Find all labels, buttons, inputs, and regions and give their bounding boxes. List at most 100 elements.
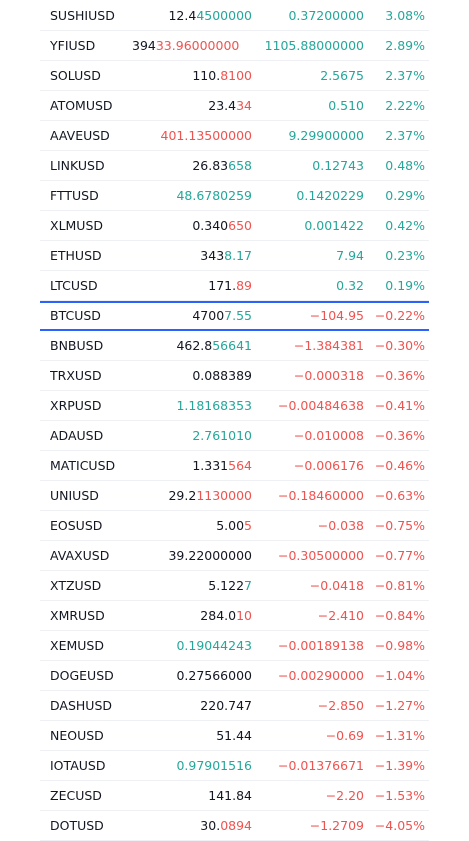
change-percent: −1.53% <box>374 788 425 803</box>
price: 171.89 <box>132 271 252 300</box>
watchlist-row[interactable]: IOTAUSD 0.97901516 −0.01376671 −1.39% <box>40 751 429 781</box>
change-percent: −1.31% <box>374 728 425 743</box>
symbol: DOGEUSD <box>50 668 114 683</box>
watchlist-row[interactable]: DASHUSD 220.747 −2.850 −1.27% <box>40 691 429 721</box>
price: 2.761010 <box>132 421 252 450</box>
watchlist-row[interactable]: ZECUSD 141.84 −2.20 −1.53% <box>40 781 429 811</box>
watchlist-row[interactable]: XTZUSD 5.1227 −0.0418 −0.81% <box>40 571 429 601</box>
watchlist-row[interactable]: SUSHIUSD 12.44500000 0.37200000 3.08% <box>40 1 429 31</box>
watchlist-row[interactable]: DOGEUSD 0.27566000 −0.00290000 −1.04% <box>40 661 429 691</box>
change-percent: 0.19% <box>385 278 425 293</box>
change-percent: −0.30% <box>374 338 425 353</box>
watchlist-row[interactable]: FTTUSD 48.6780259 0.1420229 0.29% <box>40 181 429 211</box>
watchlist-row[interactable]: XEMUSD 0.19044243 −0.00189138 −0.98% <box>40 631 429 661</box>
watchlist-row[interactable]: UNIUSD 29.21130000 −0.18460000 −0.63% <box>40 481 429 511</box>
price-part: 8100 <box>220 68 252 83</box>
watchlist-row[interactable]: XMRUSD 284.010 −2.410 −0.84% <box>40 601 429 631</box>
symbol: ETHUSD <box>50 248 102 263</box>
watchlist-row[interactable]: TRXUSD 0.088389 −0.000318 −0.36% <box>40 361 429 391</box>
price-part: 51.44 <box>216 728 252 743</box>
watchlist-row[interactable]: XRPUSD 1.18168353 −0.00484638 −0.41% <box>40 391 429 421</box>
watchlist-row[interactable]: YFIUSD 39433.96000000 1105.88000000 2.89% <box>40 31 429 61</box>
symbol: XMRUSD <box>50 608 105 623</box>
price-part: 10 <box>236 608 252 623</box>
price-text: 26.83658 <box>192 158 252 173</box>
watchlist-row[interactable]: EOSUSD 5.005 −0.038 −0.75% <box>40 511 429 541</box>
watchlist-row[interactable]: MATICUSD 1.331564 −0.006176 −0.46% <box>40 451 429 481</box>
change: 9.29900000 <box>288 128 364 143</box>
price-part: 394 <box>132 38 156 53</box>
symbol: DOTUSD <box>50 818 104 833</box>
price: 30.0894 <box>132 811 252 840</box>
change: −0.30500000 <box>277 548 364 563</box>
watchlist-row[interactable]: LTCUSD 171.89 0.32 0.19% <box>40 271 429 301</box>
change-percent: −0.36% <box>374 368 425 383</box>
price-part: 0894 <box>220 818 252 833</box>
price-part: 23.4 <box>208 98 237 113</box>
price: 110.8100 <box>132 61 252 90</box>
price-part: 564 <box>228 458 252 473</box>
change-percent: −0.84% <box>374 608 425 623</box>
price: 1.18168353 <box>132 391 252 420</box>
price: 141.84 <box>132 781 252 810</box>
price: 5.005 <box>132 511 252 540</box>
symbol: FTTUSD <box>50 188 99 203</box>
price-part: 5.00 <box>216 518 245 533</box>
change-percent: 0.29% <box>385 188 425 203</box>
watchlist-row[interactable]: XLMUSD 0.340650 0.001422 0.42% <box>40 211 429 241</box>
watchlist-row[interactable]: ATOMUSD 23.434 0.510 2.22% <box>40 91 429 121</box>
symbol: IOTAUSD <box>50 758 106 773</box>
price-text: 110.8100 <box>192 68 252 83</box>
symbol: BNBUSD <box>50 338 104 353</box>
symbol: LTCUSD <box>50 278 98 293</box>
change: 0.510 <box>328 98 364 113</box>
change: 0.12743 <box>312 158 364 173</box>
watchlist-row[interactable]: BNBUSD 462.856641 −1.384381 −0.30% <box>40 331 429 361</box>
symbol: ZECUSD <box>50 788 102 803</box>
change: −104.95 <box>309 308 364 323</box>
price-text: 1.331564 <box>192 458 252 473</box>
price-part: 1130000 <box>196 488 252 503</box>
price-text: 3438.17 <box>200 248 252 263</box>
watchlist-row[interactable]: ADAUSD 2.761010 −0.010008 −0.36% <box>40 421 429 451</box>
symbol: ATOMUSD <box>50 98 113 113</box>
change: 0.001422 <box>304 218 364 233</box>
symbol: TRXUSD <box>50 368 102 383</box>
change: −1.2709 <box>309 818 364 833</box>
symbol: ADAUSD <box>50 428 104 443</box>
change: −0.000318 <box>293 368 364 383</box>
price: 0.340650 <box>132 211 252 240</box>
watchlist-row[interactable]: BTCUSD 47007.55 −104.95 −0.22% <box>40 301 429 331</box>
price-part: 650 <box>228 218 252 233</box>
price-part: 220.747 <box>200 698 252 713</box>
watchlist-row[interactable]: NEOUSD 51.44 −0.69 −1.31% <box>40 721 429 751</box>
price-part: 89 <box>236 278 252 293</box>
price-text: 462.856641 <box>176 338 252 353</box>
change-percent: −0.46% <box>374 458 425 473</box>
watchlist-row[interactable]: DOTUSD 30.0894 −1.2709 −4.05% <box>40 811 429 841</box>
price-part: 12.4 <box>168 8 197 23</box>
watchlist-row[interactable]: AVAXUSD 39.22000000 −0.30500000 −0.77% <box>40 541 429 571</box>
watchlist-row[interactable]: ETHUSD 3438.17 7.94 0.23% <box>40 241 429 271</box>
watchlist-row[interactable]: SOLUSD 110.8100 2.5675 2.37% <box>40 61 429 91</box>
price: 51.44 <box>132 721 252 750</box>
change: 2.5675 <box>320 68 364 83</box>
change-percent: 0.48% <box>385 158 425 173</box>
change-percent: −1.04% <box>374 668 425 683</box>
change-percent: 2.37% <box>385 128 425 143</box>
change-percent: −0.77% <box>374 548 425 563</box>
price-text: 23.434 <box>208 98 252 113</box>
symbol: AAVEUSD <box>50 128 110 143</box>
price: 1.331564 <box>132 451 252 480</box>
change-percent: −4.05% <box>374 818 425 833</box>
price-part: 2.761010 <box>192 428 252 443</box>
price: 29.21130000 <box>132 481 252 510</box>
price-text: 1.18168353 <box>176 398 252 413</box>
watchlist-row[interactable]: AAVEUSD 401.13500000 9.29900000 2.37% <box>40 121 429 151</box>
price: 0.19044243 <box>132 631 252 660</box>
watchlist-row[interactable]: LINKUSD 26.83658 0.12743 0.48% <box>40 151 429 181</box>
change-percent: 2.89% <box>385 38 425 53</box>
change: 0.37200000 <box>288 8 364 23</box>
